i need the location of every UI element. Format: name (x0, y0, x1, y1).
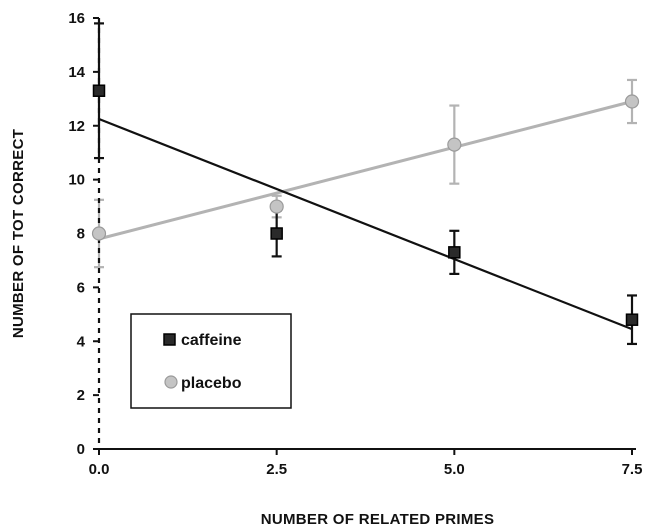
point-caffeine-3 (625, 313, 639, 326)
legend-swatch-caffeine (163, 333, 176, 346)
point-placebo-2 (447, 137, 462, 152)
y-tick-label-4: 4 (77, 333, 86, 350)
y-tick-label-2: 2 (77, 387, 85, 404)
x-axis-title: NUMBER OF RELATED PRIMES (261, 511, 495, 528)
legend: caffeine placebo (130, 313, 292, 409)
data-points-layer (91, 84, 640, 326)
legend-label-caffeine: caffeine (181, 332, 242, 349)
point-caffeine-0 (92, 84, 106, 97)
x-tick-label-5-0: 5.0 (444, 461, 465, 478)
tick-labels-layer: 0 2 4 6 8 10 12 14 16 0.0 2.5 5.0 7.5 (68, 10, 642, 478)
error-bars-layer (94, 22, 637, 346)
y-tick-label-16: 16 (68, 10, 85, 27)
legend-label-placebo: placebo (181, 375, 242, 392)
point-placebo-3 (624, 94, 640, 109)
y-tick-label-0: 0 (77, 441, 85, 458)
y-tick-label-12: 12 (68, 118, 85, 135)
point-caffeine-2 (448, 246, 461, 259)
x-tick-label-2-5: 2.5 (266, 461, 287, 478)
y-tick-label-14: 14 (68, 64, 85, 81)
point-placebo-1 (269, 199, 284, 214)
point-placebo-0 (91, 226, 107, 241)
point-caffeine-1 (270, 227, 283, 240)
y-tick-label-8: 8 (77, 226, 85, 243)
y-tick-label-6: 6 (77, 279, 85, 296)
fit-lines-layer (98, 100, 633, 331)
y-axis-title: NUMBER OF TOT CORRECT (10, 129, 27, 338)
fit-line-caffeine (98, 117, 633, 331)
fit-line-placebo (98, 100, 633, 241)
y-tick-label-10: 10 (68, 172, 85, 189)
legend-box (130, 313, 292, 409)
x-tick-label-0-0: 0.0 (89, 461, 110, 478)
legend-swatch-placebo (164, 375, 178, 389)
x-tick-label-7-5: 7.5 (622, 461, 643, 478)
